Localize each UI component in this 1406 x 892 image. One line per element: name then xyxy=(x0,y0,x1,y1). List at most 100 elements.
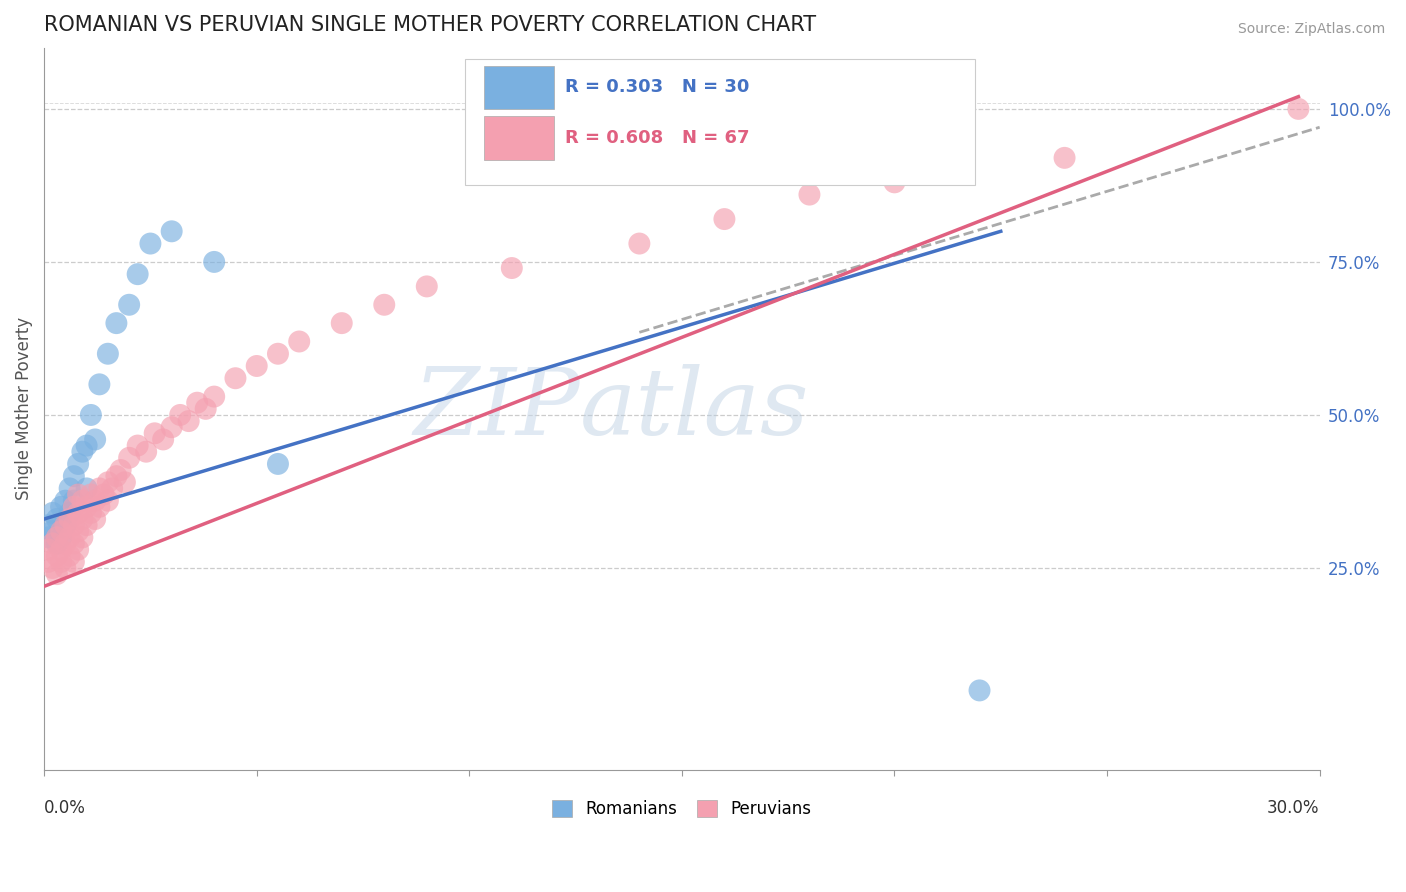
Point xyxy=(93,487,115,501)
Point xyxy=(1053,151,1076,165)
Text: ROMANIAN VS PERUVIAN SINGLE MOTHER POVERTY CORRELATION CHART: ROMANIAN VS PERUVIAN SINGLE MOTHER POVER… xyxy=(44,15,817,35)
Point xyxy=(194,401,217,416)
Point xyxy=(59,482,82,496)
Point xyxy=(53,561,76,575)
Point xyxy=(45,536,67,550)
Point xyxy=(160,420,183,434)
Point xyxy=(45,567,67,582)
Point xyxy=(127,439,149,453)
Point xyxy=(76,439,98,453)
Point xyxy=(1286,102,1309,116)
Point xyxy=(969,683,991,698)
Point xyxy=(37,530,59,544)
Point xyxy=(89,482,111,496)
Point xyxy=(416,279,439,293)
Point xyxy=(84,433,107,447)
Legend: Romanians, Peruvians: Romanians, Peruvians xyxy=(544,792,820,827)
Text: 30.0%: 30.0% xyxy=(1267,799,1320,817)
Point xyxy=(127,267,149,281)
Point xyxy=(373,298,395,312)
Point xyxy=(41,536,63,550)
Point xyxy=(76,518,98,533)
Point xyxy=(101,482,124,496)
Point xyxy=(713,212,735,227)
Point xyxy=(152,433,174,447)
Point xyxy=(63,536,86,550)
Point xyxy=(330,316,353,330)
Text: atlas: atlas xyxy=(579,364,810,454)
Point xyxy=(97,347,120,361)
Point xyxy=(67,487,90,501)
FancyBboxPatch shape xyxy=(465,59,976,185)
Point xyxy=(224,371,246,385)
Point xyxy=(202,255,225,269)
Point xyxy=(80,408,103,422)
Point xyxy=(80,487,103,501)
Text: R = 0.608   N = 67: R = 0.608 N = 67 xyxy=(565,129,749,147)
Point xyxy=(139,236,162,251)
Point xyxy=(72,530,94,544)
Point xyxy=(76,500,98,514)
Point xyxy=(110,463,132,477)
Point xyxy=(76,482,98,496)
Point xyxy=(59,506,82,520)
Point xyxy=(49,542,72,557)
Point xyxy=(37,518,59,533)
Point xyxy=(288,334,311,349)
Point xyxy=(59,549,82,563)
Point xyxy=(72,444,94,458)
Point xyxy=(84,512,107,526)
FancyBboxPatch shape xyxy=(484,116,554,160)
Text: R = 0.303   N = 30: R = 0.303 N = 30 xyxy=(565,78,749,96)
Point xyxy=(80,506,103,520)
Point xyxy=(59,512,82,526)
Point xyxy=(53,493,76,508)
Point xyxy=(628,236,651,251)
Point xyxy=(202,390,225,404)
Point xyxy=(45,512,67,526)
Y-axis label: Single Mother Poverty: Single Mother Poverty xyxy=(15,318,32,500)
Point xyxy=(143,426,166,441)
Point xyxy=(799,187,821,202)
Point xyxy=(41,506,63,520)
Point xyxy=(72,512,94,526)
Point xyxy=(501,260,523,275)
Point xyxy=(49,530,72,544)
Point xyxy=(246,359,269,373)
Point xyxy=(45,549,67,563)
Point xyxy=(45,530,67,544)
Point xyxy=(118,298,141,312)
Point xyxy=(63,469,86,483)
Point xyxy=(49,555,72,569)
Point xyxy=(105,316,128,330)
Point xyxy=(63,555,86,569)
Point xyxy=(89,377,111,392)
Point xyxy=(97,475,120,490)
Point xyxy=(53,518,76,533)
Point xyxy=(67,542,90,557)
Point xyxy=(67,457,90,471)
Point xyxy=(53,536,76,550)
Point xyxy=(53,518,76,533)
Point xyxy=(84,493,107,508)
Point xyxy=(49,524,72,539)
Point xyxy=(37,555,59,569)
Point xyxy=(114,475,136,490)
Point xyxy=(883,175,905,189)
Point xyxy=(67,524,90,539)
Point xyxy=(177,414,200,428)
Point xyxy=(169,408,191,422)
Point xyxy=(63,493,86,508)
Point xyxy=(186,395,208,409)
Point xyxy=(37,542,59,557)
Text: Source: ZipAtlas.com: Source: ZipAtlas.com xyxy=(1237,22,1385,37)
Point xyxy=(59,530,82,544)
Point xyxy=(41,561,63,575)
Point xyxy=(72,493,94,508)
Point xyxy=(49,500,72,514)
Point xyxy=(63,518,86,533)
Point xyxy=(267,457,290,471)
Point xyxy=(41,524,63,539)
Point xyxy=(118,450,141,465)
Point xyxy=(160,224,183,238)
